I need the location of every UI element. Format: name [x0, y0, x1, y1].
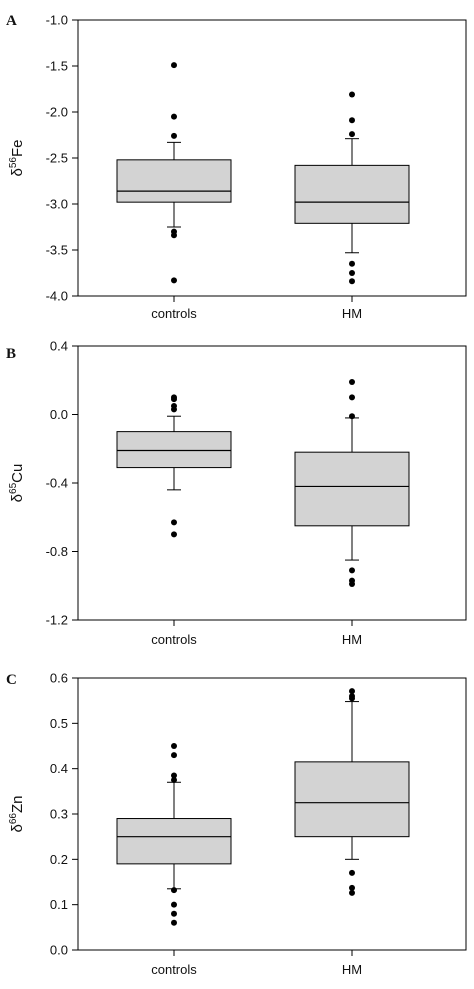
outlier-point — [171, 519, 177, 526]
outlier-point — [171, 772, 177, 779]
outlier-point — [349, 278, 355, 285]
outlier-point — [171, 919, 177, 926]
y-tick-label: -2.0 — [46, 105, 68, 120]
outlier-point — [171, 887, 177, 894]
box-iqr — [294, 451, 410, 527]
outlier-point — [171, 62, 177, 69]
y-tick-label: -1.0 — [46, 13, 68, 28]
outlier-point — [171, 752, 177, 759]
y-axis-label: δ65Cu — [8, 464, 26, 503]
y-tick-label: 0.5 — [50, 716, 68, 731]
outlier-point — [349, 394, 355, 401]
x-category-label: controls — [151, 962, 197, 977]
outlier-point — [349, 695, 355, 702]
outlier-point — [349, 869, 355, 876]
outlier-point — [349, 413, 355, 420]
y-axis-label: δ66Zn — [8, 796, 26, 833]
y-tick-label: -3.0 — [46, 197, 68, 212]
outlier-point — [171, 531, 177, 538]
plot-frame — [77, 19, 467, 297]
y-tick-label: -4.0 — [46, 289, 68, 304]
outlier-point — [349, 567, 355, 574]
outlier-point — [349, 688, 355, 695]
outlier-point — [171, 232, 177, 239]
y-tick-label: 0.2 — [50, 852, 68, 867]
outlier-point — [171, 743, 177, 749]
y-tick-label: -3.5 — [46, 243, 68, 258]
box-controls — [116, 394, 232, 538]
y-tick-label: 0.4 — [50, 339, 68, 354]
y-tick-label: -0.8 — [46, 544, 68, 559]
x-category-label: HM — [342, 632, 362, 647]
outlier-point — [171, 901, 177, 908]
y-tick-label: -0.4 — [46, 476, 68, 491]
outlier-point — [349, 270, 355, 276]
y-axis-label: δ56Fe — [8, 140, 26, 177]
y-tick-label: 0.0 — [50, 407, 68, 422]
panel-label: A — [6, 13, 17, 29]
box-hm — [294, 688, 410, 896]
outlier-point — [349, 91, 355, 98]
box-iqr — [116, 159, 232, 203]
y-tick-label: -1.5 — [46, 59, 68, 74]
outlier-point — [349, 378, 355, 385]
box-iqr — [116, 818, 232, 865]
outlier-point — [349, 884, 355, 891]
outlier-point — [349, 260, 355, 267]
y-tick-label: 0.6 — [50, 671, 68, 686]
x-category-label: controls — [151, 306, 197, 321]
y-tick-label: 0.3 — [50, 807, 68, 822]
outlier-point — [171, 777, 177, 783]
outlier-point — [349, 117, 355, 124]
outlier-point — [349, 581, 355, 588]
box-controls — [116, 62, 232, 284]
panel-label: C — [6, 672, 17, 688]
y-tick-label: -1.2 — [46, 613, 68, 628]
outlier-point — [171, 277, 177, 284]
x-category-label: controls — [151, 632, 197, 647]
box-controls — [116, 743, 232, 926]
outlier-point — [171, 910, 177, 917]
x-category-label: HM — [342, 962, 362, 977]
y-tick-label: 0.0 — [50, 943, 68, 958]
outlier-point — [349, 889, 355, 896]
panel-a: A -4.0 -3.5 -3.0 -2.5 -2.0 -1.5 -1.0 δ56Fe contr… — [6, 13, 467, 321]
y-tick-label: -2.5 — [46, 151, 68, 166]
y-tick-label: 0.4 — [50, 761, 68, 776]
panel-label: B — [6, 346, 16, 362]
box-iqr — [116, 431, 232, 469]
outlier-point — [171, 132, 177, 139]
box-hm — [294, 378, 410, 588]
box-hm — [294, 91, 410, 285]
x-category-label: HM — [342, 306, 362, 321]
box-iqr — [294, 164, 410, 224]
outlier-point — [171, 406, 177, 413]
panel-b: B -1.2 -0.8 -0.4 0.0 0.4 δ65Cu controls HM — [6, 339, 467, 647]
outlier-point — [349, 131, 355, 138]
outlier-point — [171, 113, 177, 120]
panel-c: C 0.0 0.1 0.2 0.3 0.4 0.5 0.6 δ66Zn controls HM — [6, 671, 467, 977]
box-iqr — [294, 761, 410, 838]
y-tick-label: 0.1 — [50, 897, 68, 912]
outlier-point — [171, 396, 177, 403]
